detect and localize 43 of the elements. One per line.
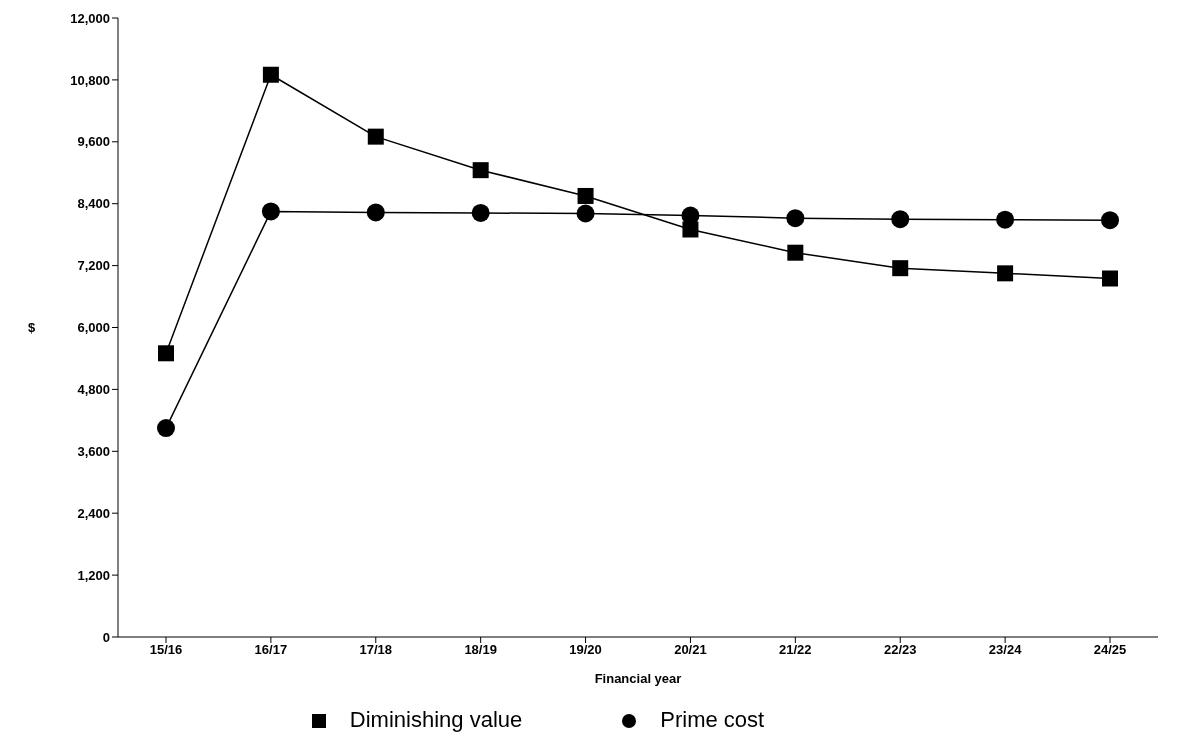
y-tick-label: 2,400 (77, 505, 110, 521)
x-tick-label: 16/17 (254, 642, 288, 658)
y-tick-label: 8,400 (77, 196, 110, 212)
x-tick-label: 24/25 (1093, 642, 1127, 658)
x-tick-label: 19/20 (569, 642, 602, 658)
point (891, 210, 910, 229)
y-tick-label: 9,600 (77, 134, 110, 150)
x-tick-label: 20/21 (674, 642, 707, 658)
point (262, 66, 279, 83)
y-tick-label: 6,000 (77, 320, 110, 336)
x-tick-label: 18/19 (464, 642, 497, 658)
point (366, 203, 385, 222)
point (157, 419, 175, 438)
x-tick-label: 22/23 (883, 642, 917, 658)
legend-label: Diminishing value (349, 707, 523, 732)
x-tick-label: 23/24 (988, 642, 1023, 658)
y-tick-label: 7,200 (77, 258, 110, 274)
y-tick-label: 3,600 (77, 443, 110, 459)
point (786, 209, 805, 228)
x-tick-label: 17/18 (359, 642, 393, 658)
point (1101, 211, 1119, 230)
point (472, 162, 489, 179)
y-tick-label: 10,800 (70, 72, 110, 88)
x-tick-label: 15/16 (149, 642, 183, 658)
point (158, 345, 174, 362)
point (577, 187, 594, 204)
y-tick-label: 12,000 (70, 10, 110, 26)
point (367, 128, 384, 145)
y-axis-title: $ (28, 320, 36, 336)
y-tick-label: 0 (102, 629, 110, 645)
point (1102, 270, 1118, 287)
point (471, 203, 490, 222)
legend-label: Prime cost (660, 707, 765, 732)
point (261, 202, 280, 221)
point (996, 210, 1015, 229)
point (576, 204, 595, 223)
x-axis-title: Financial year (594, 671, 682, 686)
point (997, 265, 1014, 282)
x-tick-label: 21/22 (779, 642, 812, 658)
y-tick-label: 4,800 (77, 382, 110, 398)
point (787, 244, 804, 261)
point (892, 260, 909, 277)
y-tick-label: 1,200 (77, 567, 110, 583)
